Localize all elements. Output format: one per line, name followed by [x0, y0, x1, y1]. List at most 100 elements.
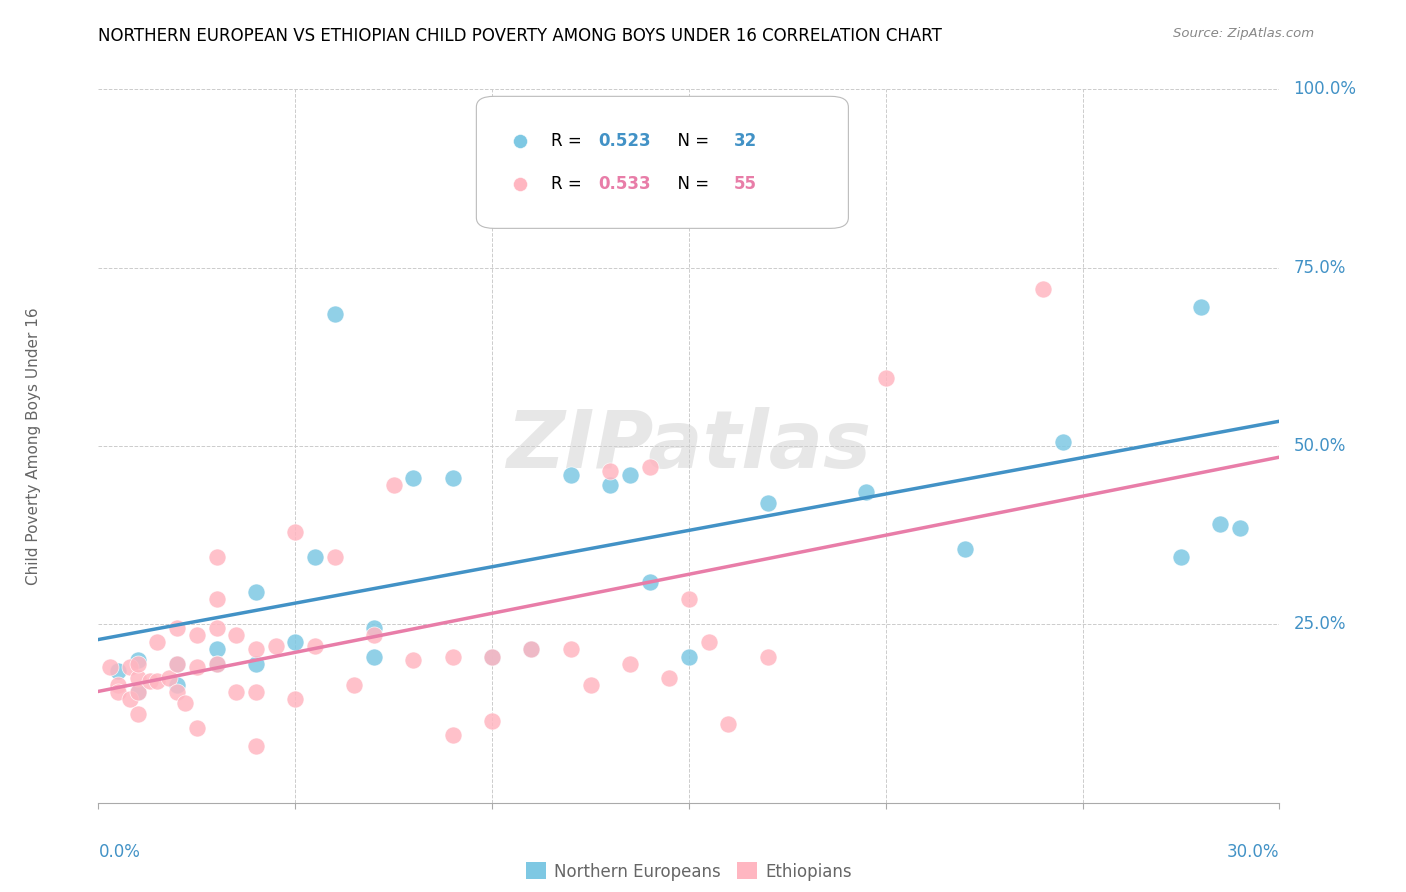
Point: [127, 657, 149, 671]
Point: [127, 685, 149, 699]
Point: [186, 660, 208, 674]
Point: [343, 678, 366, 692]
Text: ZIPatlas: ZIPatlas: [506, 407, 872, 485]
Text: 0.0%: 0.0%: [98, 843, 141, 861]
Point: [245, 585, 267, 599]
Point: [363, 628, 385, 642]
Point: [284, 692, 307, 706]
Point: [441, 471, 464, 485]
Point: [638, 460, 661, 475]
Point: [1209, 517, 1232, 532]
Point: [225, 685, 247, 699]
Text: 25.0%: 25.0%: [1294, 615, 1346, 633]
Point: [697, 635, 720, 649]
Point: [205, 621, 228, 635]
Point: [205, 642, 228, 657]
Point: [481, 714, 503, 728]
Point: [205, 549, 228, 564]
Point: [118, 660, 141, 674]
Point: [756, 496, 779, 510]
Point: [599, 478, 621, 492]
Point: [157, 671, 180, 685]
Point: [127, 671, 149, 685]
Text: Child Poverty Among Boys Under 16: Child Poverty Among Boys Under 16: [25, 307, 41, 585]
Point: [186, 628, 208, 642]
Point: [146, 635, 169, 649]
Point: [481, 649, 503, 664]
Text: 75.0%: 75.0%: [1294, 259, 1346, 277]
Point: [245, 685, 267, 699]
Point: [166, 657, 188, 671]
Point: [127, 653, 149, 667]
Point: [186, 721, 208, 735]
Text: 100.0%: 100.0%: [1294, 80, 1357, 98]
Point: [658, 671, 681, 685]
Point: [284, 524, 307, 539]
Point: [205, 592, 228, 607]
Text: N =: N =: [666, 175, 714, 193]
Point: [107, 678, 129, 692]
Point: [579, 678, 602, 692]
Text: 0.523: 0.523: [598, 132, 651, 150]
Point: [146, 674, 169, 689]
Point: [118, 692, 141, 706]
Point: [441, 728, 464, 742]
Point: [245, 657, 267, 671]
Point: [225, 628, 247, 642]
Point: [520, 642, 543, 657]
Point: [382, 478, 405, 492]
Text: 30.0%: 30.0%: [1227, 843, 1279, 861]
Point: [245, 739, 267, 753]
Point: [166, 678, 188, 692]
Point: [875, 371, 897, 385]
Point: [363, 621, 385, 635]
Point: [560, 642, 582, 657]
Point: [127, 685, 149, 699]
Point: [953, 542, 976, 557]
Point: [599, 464, 621, 478]
Point: [166, 657, 188, 671]
Point: [205, 657, 228, 671]
Point: [402, 471, 425, 485]
Text: 55: 55: [734, 175, 756, 193]
Text: R =: R =: [551, 175, 586, 193]
Point: [284, 635, 307, 649]
Point: [98, 660, 121, 674]
Point: [619, 657, 641, 671]
Point: [756, 649, 779, 664]
Point: [174, 696, 197, 710]
Point: [678, 649, 700, 664]
Point: [855, 485, 877, 500]
Point: [245, 642, 267, 657]
Point: [304, 639, 326, 653]
Point: [166, 621, 188, 635]
Point: [1189, 300, 1212, 314]
Point: [264, 639, 287, 653]
Text: R =: R =: [551, 132, 586, 150]
Point: [323, 307, 346, 321]
Point: [205, 657, 228, 671]
Point: [402, 653, 425, 667]
Point: [1170, 549, 1192, 564]
Point: [717, 717, 740, 731]
Point: [1052, 435, 1074, 450]
Point: [638, 574, 661, 589]
Point: [323, 549, 346, 564]
Text: 32: 32: [734, 132, 756, 150]
Point: [619, 467, 641, 482]
FancyBboxPatch shape: [477, 96, 848, 228]
Point: [304, 549, 326, 564]
Point: [796, 186, 818, 200]
Point: [166, 685, 188, 699]
Point: [127, 706, 149, 721]
Point: [107, 685, 129, 699]
Point: [560, 467, 582, 482]
Point: [363, 649, 385, 664]
Text: 0.533: 0.533: [598, 175, 651, 193]
Text: N =: N =: [666, 132, 714, 150]
Point: [1229, 521, 1251, 535]
Text: 50.0%: 50.0%: [1294, 437, 1346, 455]
Point: [441, 649, 464, 664]
Point: [520, 642, 543, 657]
Point: [107, 664, 129, 678]
